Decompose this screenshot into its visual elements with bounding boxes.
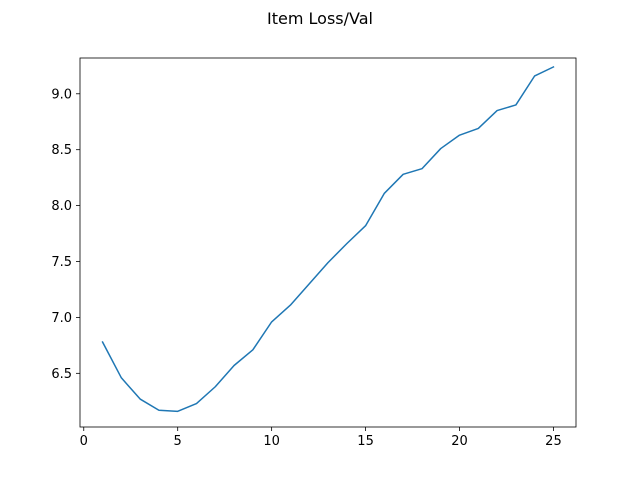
y-tick-label: 7.0: [51, 311, 72, 326]
y-tick-label: 6.5: [51, 367, 72, 382]
x-tick-label: 25: [545, 434, 562, 449]
plot-frame: [79, 57, 577, 428]
chart-title: Item Loss/Val: [267, 9, 373, 28]
x-tick-label: 5: [174, 434, 182, 449]
x-tick-label: 10: [263, 434, 280, 449]
y-tick-label: 9.0: [51, 87, 72, 102]
y-axis: 6.5 7.0 7.5 8.0 8.5 9.0: [51, 87, 80, 382]
x-tick-label: 15: [357, 434, 374, 449]
x-tick-label: 20: [451, 434, 468, 449]
y-tick-label: 7.5: [51, 255, 72, 270]
series-line-0: [101, 65, 555, 413]
x-axis: 0 5 10 15 20 25: [80, 427, 562, 449]
x-tick-label: 0: [80, 434, 88, 449]
plot-area: [79, 57, 577, 428]
y-tick-label: 8.0: [51, 199, 72, 214]
y-tick-label: 8.5: [51, 143, 72, 158]
